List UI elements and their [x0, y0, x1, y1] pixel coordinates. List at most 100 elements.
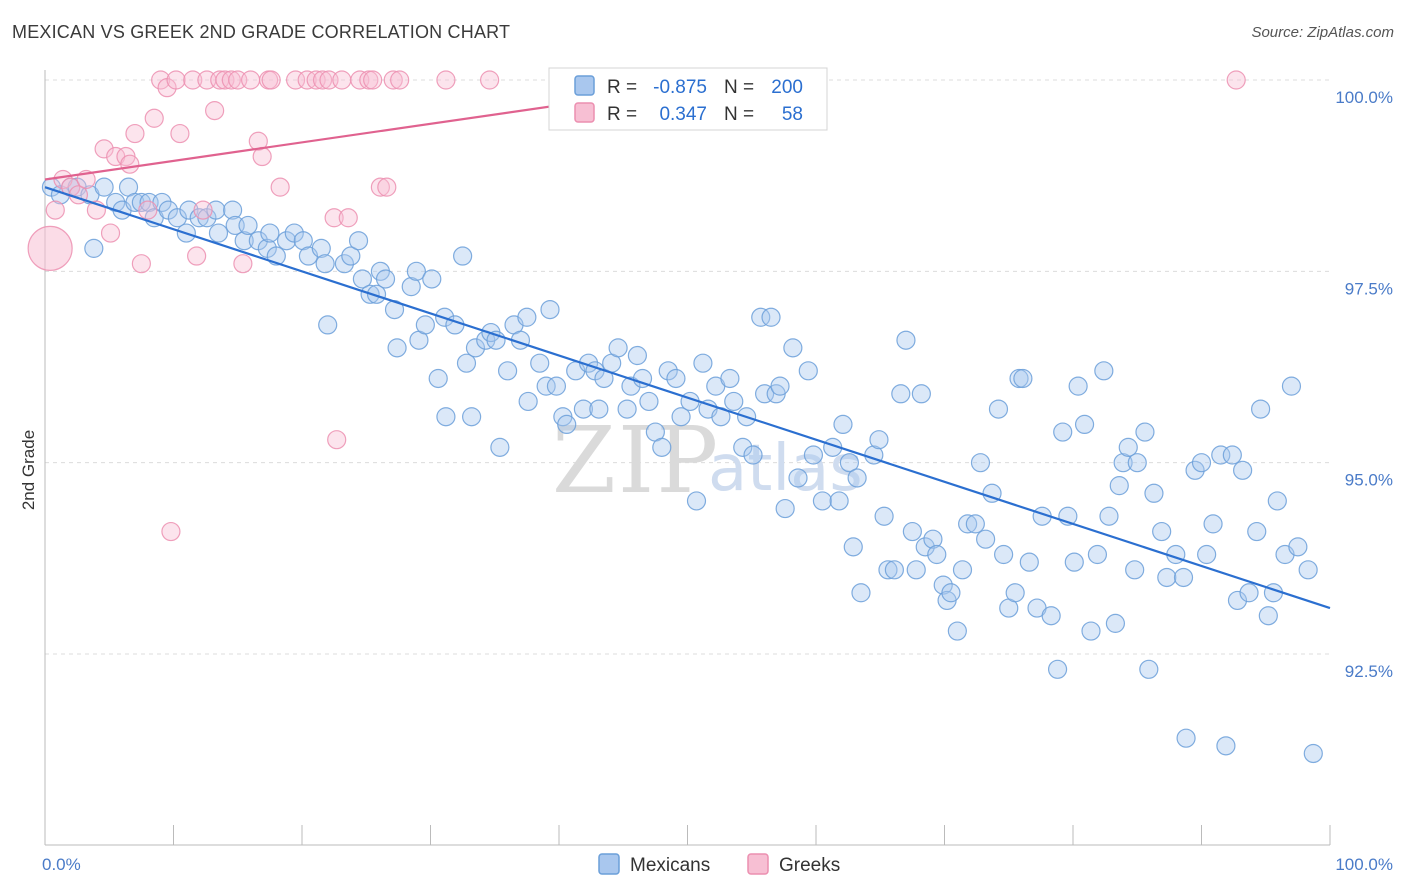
mexicans-point-143	[970, 453, 991, 473]
greeks-point-12	[125, 123, 145, 144]
mexicans-point-16	[167, 208, 187, 228]
stats-swatch-mexicans	[574, 75, 595, 96]
mexicans-point-178	[1173, 567, 1194, 588]
legend: Mexicans Greeks	[598, 853, 840, 876]
stats-legend: R = -0.875 N = 200 R = 0.347 N = 58	[548, 67, 828, 131]
mexicans-point-175	[1152, 521, 1172, 542]
mexicans-point-72	[540, 300, 560, 320]
mexicans-point-171	[1127, 453, 1147, 473]
mexicans-point-168	[1113, 453, 1133, 473]
mexicans-point-185	[1216, 736, 1236, 756]
stats-r-value-1: -0.875	[653, 77, 707, 98]
mexicans-point-182	[1197, 544, 1217, 565]
mexicans-point-38	[334, 254, 355, 274]
series-mexicans	[41, 177, 1323, 764]
mexicans-point-155	[1041, 606, 1061, 626]
mexicans-point-141	[958, 514, 978, 534]
mexicans-point-106	[754, 384, 775, 404]
greeks-point-0	[27, 225, 73, 271]
mexicans-point-183	[1203, 514, 1223, 534]
greeks-point-1	[45, 200, 65, 220]
mexicans-point-169	[1118, 437, 1138, 457]
mexicans-point-126	[878, 560, 898, 580]
greeks-point-53	[436, 70, 456, 90]
mexicans-point-43	[366, 284, 387, 304]
stats-n-value-1: 200	[771, 77, 803, 98]
mexicans-point-80	[589, 399, 609, 419]
chart-title: MEXICAN VS GREEK 2ND GRADE CORRELATION C…	[12, 22, 511, 42]
trend-line-mexicans	[44, 186, 1331, 610]
mexicans-point-197	[1288, 537, 1308, 557]
mexicans-point-136	[933, 575, 953, 595]
greeks-point-44	[332, 70, 352, 90]
greeks-point-32	[248, 131, 268, 151]
mexicans-point-92	[666, 368, 686, 389]
mexicans-point-119	[839, 453, 860, 473]
greeks-point-31	[241, 70, 261, 90]
greeks-point-23	[193, 200, 213, 220]
mexicans-point-113	[798, 361, 818, 381]
mexicans-point-49	[406, 261, 426, 281]
x-tick-label-max: 100.0%	[1335, 855, 1393, 874]
mexicans-point-157	[1053, 422, 1073, 442]
mexicans-point-100	[720, 368, 740, 389]
mexicans-point-52	[422, 269, 442, 289]
y-axis-label: 2nd Grade	[19, 430, 38, 510]
mexicans-point-91	[658, 361, 678, 381]
greeks-point-15	[144, 108, 164, 128]
greeks-point-50	[377, 177, 397, 197]
mexicans-point-40	[348, 231, 369, 251]
stats-swatch-greeks	[574, 102, 595, 123]
mexicans-point-189	[1239, 583, 1259, 603]
mexicans-point-156	[1047, 659, 1068, 679]
mexicans-point-121	[847, 468, 867, 488]
mexicans-point-184	[1211, 445, 1231, 465]
mexicans-point-192	[1258, 606, 1278, 626]
mexicans-point-133	[915, 537, 935, 557]
legend-label-greeks: Greeks	[779, 855, 840, 876]
mexicans-point-129	[896, 330, 916, 350]
greeks-point-21	[183, 70, 203, 90]
mexicans-point-191	[1251, 399, 1271, 419]
legend-swatch-mexicans	[598, 853, 620, 875]
greeks-point-8	[100, 223, 121, 243]
axes: 0.0% 100.0%	[42, 70, 1393, 874]
mexicans-point-39	[341, 246, 361, 266]
mexicans-point-53	[428, 368, 448, 389]
mexicans-point-22	[208, 223, 229, 243]
greeks-point-51	[383, 70, 403, 90]
mexicans-point-117	[829, 491, 849, 511]
mexicans-point-51	[415, 315, 435, 335]
mexicans-point-35	[311, 238, 331, 258]
greeks-point-30	[233, 254, 253, 274]
mexicans-point-186	[1222, 445, 1242, 465]
mexicans-point-180	[1185, 460, 1205, 480]
mexicans-point-160	[1068, 376, 1088, 396]
mexicans-point-196	[1281, 376, 1302, 396]
mexicans-point-164	[1094, 361, 1114, 381]
mexicans-point-88	[639, 391, 659, 412]
stats-r-label-1: R =	[607, 77, 637, 98]
stats-n-label-2: N =	[724, 104, 754, 125]
mexicans-point-135	[927, 544, 947, 565]
mexicans-point-73	[546, 376, 567, 396]
mexicans-point-58	[456, 353, 477, 373]
mexicans-point-127	[884, 560, 904, 580]
mexicans-point-163	[1087, 544, 1108, 565]
mexicans-point-109	[770, 376, 790, 396]
mexicans-point-26	[238, 215, 258, 236]
trend-lines	[44, 78, 1331, 610]
mexicans-point-64	[490, 437, 510, 457]
mexicans-point-142	[965, 514, 985, 534]
mexicans-point-36	[315, 254, 335, 274]
mexicans-point-59	[462, 407, 482, 427]
mexicans-point-6	[94, 177, 114, 197]
greeks-point-36	[270, 177, 290, 197]
greeks-point-18	[161, 521, 181, 542]
greeks-point-20	[170, 123, 190, 144]
mexicans-point-110	[775, 498, 795, 519]
mexicans-point-114	[803, 445, 824, 465]
mexicans-point-165	[1099, 506, 1119, 526]
watermark-zip: ZIP	[552, 407, 720, 514]
